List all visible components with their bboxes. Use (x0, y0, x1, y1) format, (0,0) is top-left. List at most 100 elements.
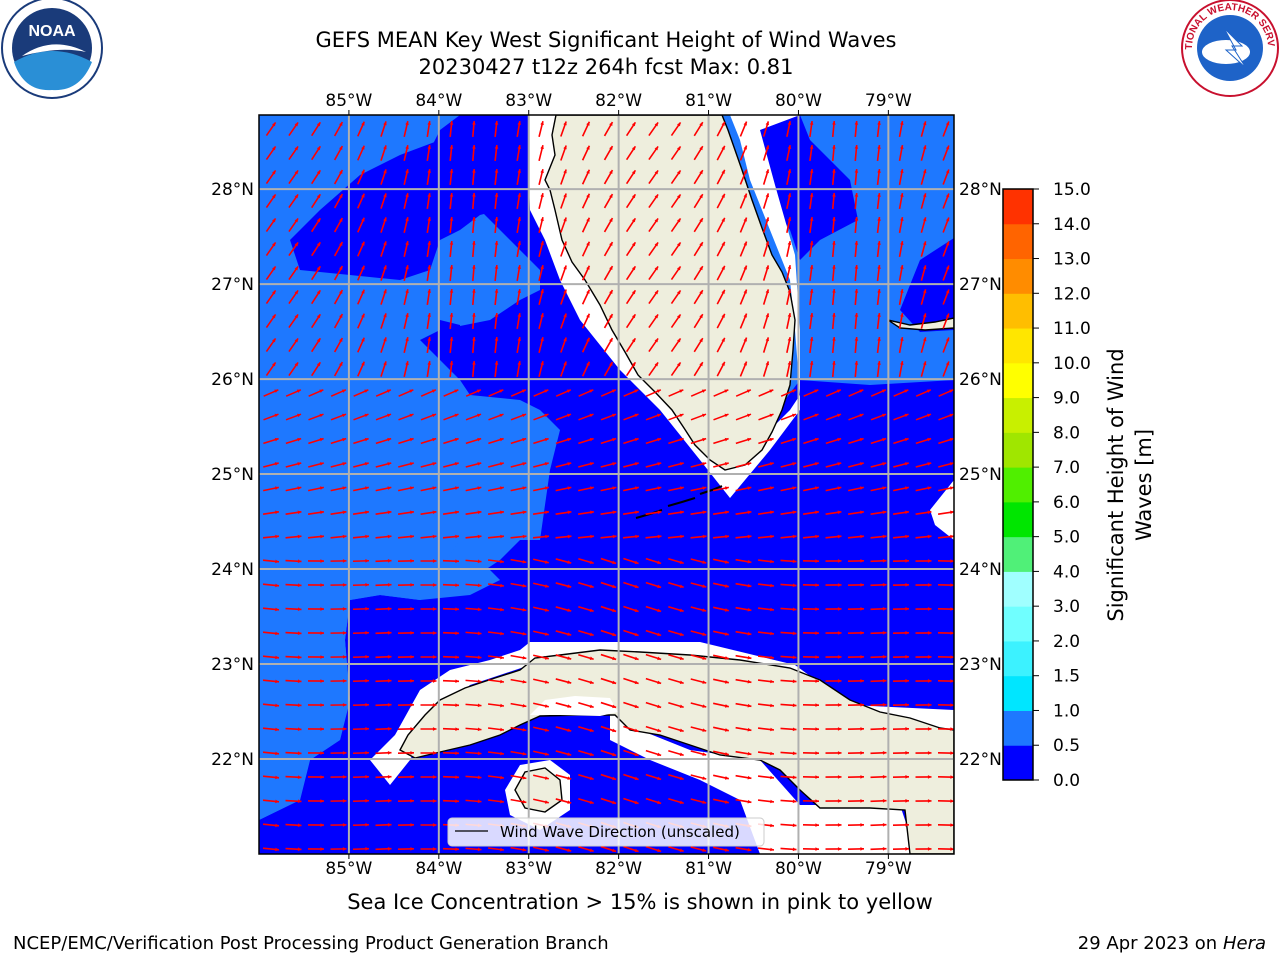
lon-tick-bottom-3: 82°W (595, 859, 642, 879)
wave-arrow-700 (668, 653, 684, 661)
wave-arrow-222 (380, 289, 387, 305)
wave-arrow-682 (262, 655, 280, 660)
wave-arrow-393 (735, 413, 752, 421)
colorbar-segment-4 (1003, 606, 1033, 642)
wave-arrow-472 (420, 486, 437, 492)
wave-arrow-543 (622, 534, 640, 539)
wave-arrow-831 (825, 751, 842, 755)
wave-arrow-934 (352, 847, 370, 851)
wave-arrow-273 (831, 312, 836, 330)
wave-arrow-99 (403, 193, 409, 209)
wave-arrow-223 (403, 289, 409, 305)
chart-subtitle-run: 20230427 t12z 264h fcst Max: 0.81 (418, 55, 794, 79)
wave-arrow-743 (937, 679, 954, 683)
wave-arrow-253 (380, 313, 387, 329)
footer-date-prefix: 29 Apr 2023 on (1077, 933, 1223, 954)
wave-arrow-862 (825, 775, 842, 779)
colorbar-tick-5: 3.0 (1053, 597, 1080, 617)
wave-arrow-13 (560, 121, 567, 137)
wave-arrow-226 (472, 288, 476, 306)
wave-arrow-113 (716, 193, 726, 209)
wave-arrow-410 (420, 437, 437, 445)
wave-arrow-940 (487, 847, 505, 852)
wave-arrow-192 (403, 265, 409, 281)
wave-arrow-124 (265, 217, 277, 233)
wave-arrow-882 (578, 797, 594, 805)
wave-arrow-288 (472, 336, 476, 354)
wave-arrow-846 (465, 775, 482, 780)
wave-arrow-859 (757, 775, 775, 780)
wave-arrow-460 (848, 462, 864, 468)
colorbar-frame (1002, 188, 1034, 781)
wave-arrow-92 (942, 169, 950, 185)
wave-arrow-503 (420, 510, 437, 516)
wave-arrow-515 (690, 510, 707, 516)
wave-arrow-196 (494, 264, 499, 282)
wave-arrow-157 (310, 241, 322, 257)
wave-arrow-134 (494, 216, 499, 234)
wave-arrow-458 (803, 462, 819, 468)
wave-arrow-835 (915, 751, 932, 755)
lon-tick-top-4: 81°W (685, 91, 732, 111)
wave-arrow-346 (375, 389, 392, 397)
colorbar-tick-2: 1.0 (1053, 701, 1080, 721)
wave-arrow-57 (854, 144, 859, 162)
wave-arrow-319 (472, 360, 476, 378)
wave-arrow-132 (449, 216, 454, 234)
wave-arrow-471 (398, 486, 414, 492)
wave-arrow-508 (532, 510, 550, 516)
wave-arrow-560 (307, 559, 325, 563)
wave-arrow-91 (920, 169, 927, 185)
wave-arrow-400 (893, 413, 909, 421)
wave-arrow-81 (693, 169, 704, 185)
cuba-south-gap (530, 696, 618, 716)
wave-arrow-775 (262, 727, 280, 732)
wave-arrow-455 (735, 462, 752, 468)
wave-arrow-514 (667, 510, 685, 516)
wave-arrow-82 (716, 169, 726, 185)
wave-arrow-572 (578, 557, 594, 565)
wave-arrow-329 (693, 361, 704, 377)
wave-arrow-240 (786, 289, 792, 305)
wave-arrow-380 (443, 413, 459, 421)
wave-arrow-820 (578, 749, 594, 757)
wave-arrow-270 (762, 313, 770, 329)
wave-arrow-564 (397, 559, 415, 563)
wave-arrow-678 (870, 631, 887, 635)
wave-arrow-265 (648, 313, 659, 329)
wave-arrow-927 (892, 823, 910, 827)
wave-arrow-888 (713, 798, 729, 804)
lat-tick-left-1: 23°N (211, 655, 254, 675)
wave-arrow-930 (262, 847, 280, 852)
wave-arrow-390 (668, 413, 684, 421)
wave-arrow-470 (375, 486, 392, 492)
wave-arrow-809 (330, 751, 347, 755)
wave-arrow-795 (713, 726, 729, 732)
wave-arrow-731 (668, 677, 684, 685)
wave-arrow-703 (735, 654, 752, 660)
wave-arrow-493 (893, 486, 909, 492)
wave-arrow-870 (307, 799, 325, 803)
wave-arrow-484 (690, 486, 707, 492)
wave-arrow-11 (516, 120, 522, 138)
wave-arrow-782 (420, 727, 437, 731)
wave-arrow-76 (581, 169, 591, 185)
wave-arrow-950 (713, 846, 729, 852)
wave-arrow-209 (786, 265, 792, 281)
wave-arrow-720 (420, 679, 437, 683)
wave-arrow-153 (920, 217, 927, 233)
wave-arrow-822 (623, 749, 639, 757)
wave-arrow-180 (831, 240, 836, 258)
wave-arrow-591 (307, 583, 325, 587)
wave-arrow-692 (487, 655, 505, 660)
wave-arrow-510 (577, 510, 595, 516)
wave-arrow-625 (375, 607, 392, 611)
wave-arrow-259 (516, 312, 522, 330)
wave-arrow-759 (600, 701, 617, 709)
colorbar-segment-1 (1003, 710, 1033, 746)
wave-arrow-304 (831, 336, 836, 354)
wave-arrow-117 (809, 192, 814, 210)
wave-arrow-161 (403, 241, 409, 257)
wave-arrow-881 (555, 798, 572, 804)
wave-arrow-427 (803, 437, 819, 445)
